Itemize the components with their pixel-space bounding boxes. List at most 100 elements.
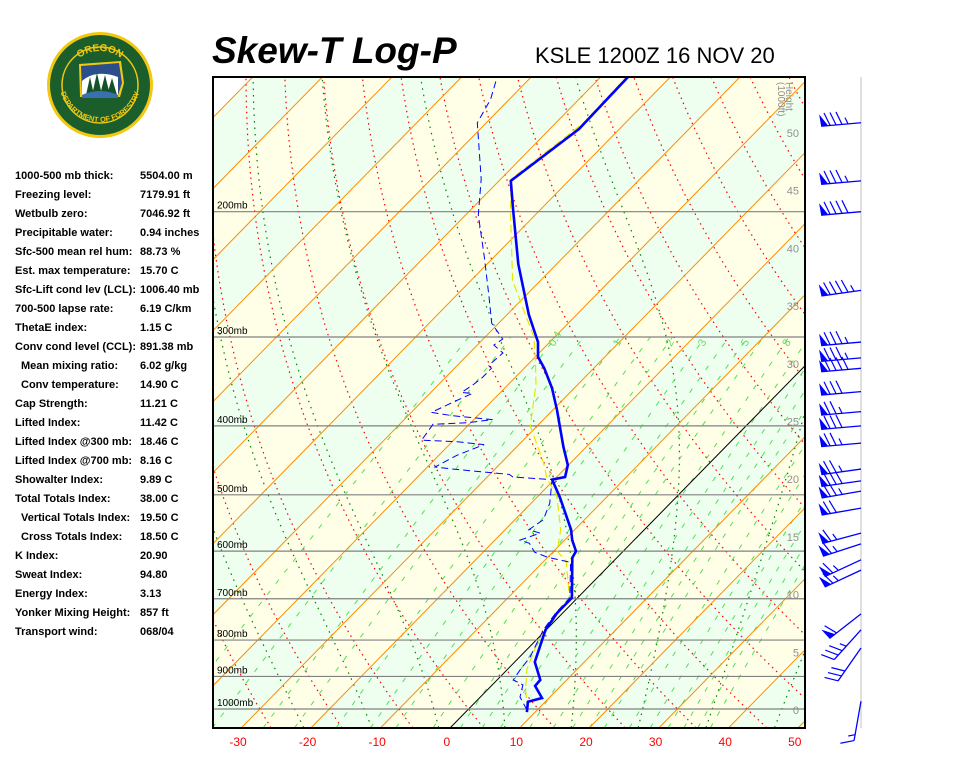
thermo-grid xyxy=(213,76,960,728)
height-tick-label: 30 xyxy=(787,359,799,371)
wind-barb xyxy=(840,701,862,744)
mixing-ratio-line xyxy=(649,473,805,728)
stat-label: Yonker Mixing Height: xyxy=(15,607,131,619)
pressure-label: 200mb xyxy=(217,201,248,212)
height-tick-label: 45 xyxy=(787,186,799,198)
stat-label: Conv cond level (CCL): xyxy=(15,341,137,353)
stat-label: Total Totals Index: xyxy=(15,493,111,505)
wind-barb xyxy=(818,559,862,578)
temperature-tick-label: 0 xyxy=(443,735,450,749)
pressure-label: 900mb xyxy=(217,665,248,676)
dry-adiabat xyxy=(322,77,626,728)
stat-value: 18.46 C xyxy=(140,436,179,448)
isotherm xyxy=(213,77,741,616)
isotherm xyxy=(658,578,805,728)
dry-adiabat xyxy=(866,76,960,728)
height-axis-title: Height xyxy=(783,82,794,111)
svg-text:OREGON: OREGON xyxy=(75,43,125,61)
mixing-ratio-line xyxy=(262,336,557,728)
moist-adiabat xyxy=(575,78,681,728)
dry-adiabat xyxy=(905,76,960,728)
wind-barb xyxy=(819,200,862,216)
wind-barb xyxy=(821,629,862,661)
wind-barb xyxy=(821,613,862,640)
stat-label: Wetbulb zero: xyxy=(15,208,88,220)
height-tick-label: 35 xyxy=(787,301,799,313)
wind-barb xyxy=(818,500,862,516)
stat-label: Sweat Index: xyxy=(15,569,83,581)
wind-barb xyxy=(819,356,862,373)
mixing-ratio-line xyxy=(572,367,805,728)
logo-top-text: OREGON xyxy=(75,43,125,61)
wind-barb xyxy=(818,471,862,488)
mixing-ratio-label: 2 xyxy=(663,337,676,348)
pressure-label: 600mb xyxy=(217,540,248,551)
dry-adiabat xyxy=(245,77,485,728)
stat-value: 5504.00 m xyxy=(140,170,193,182)
height-tick-label: 40 xyxy=(787,243,799,255)
stat-value: 38.00 C xyxy=(140,493,179,505)
stat-label: Transport wind: xyxy=(15,626,98,638)
stat-label: Sfc-Lift cond lev (LCL): xyxy=(15,284,136,296)
isotherm xyxy=(213,77,324,190)
stat-label: Cap Strength: xyxy=(15,398,88,410)
wind-barbs xyxy=(818,111,862,744)
stat-label: ThetaE index: xyxy=(15,322,88,334)
stat-value: 11.21 C xyxy=(140,398,178,410)
stat-value: 1006.40 mb xyxy=(140,284,200,296)
mixing-ratio-line xyxy=(294,336,585,728)
page-title: Skew-T Log-P xyxy=(212,30,457,71)
temperature-band xyxy=(213,81,805,728)
wind-barb xyxy=(819,401,862,416)
wind-barb xyxy=(819,346,862,363)
stat-value: 0.94 inches xyxy=(140,227,200,239)
stat-label: 700-500 lapse rate: xyxy=(15,303,114,315)
temperature-tick-label: 30 xyxy=(649,735,663,749)
axis-labels: 1000mb 900mb 800mb 700mb 600mb 500mb 400mb 300m… xyxy=(217,82,802,749)
mixing-ratio-label: 3 xyxy=(696,337,709,348)
moist-adiabat xyxy=(773,649,805,728)
temperature-tick-label: 10 xyxy=(510,735,524,749)
stat-label: Lifted Index @700 mb: xyxy=(15,455,133,467)
mixing-ratio-line xyxy=(683,523,805,728)
wind-barb xyxy=(819,380,862,396)
wind-barb xyxy=(818,483,862,499)
height-axis-unit: (1000ft) xyxy=(775,82,786,116)
height-tick-label: 5 xyxy=(793,647,799,659)
dry-adiabat xyxy=(213,464,343,728)
stat-label: Mean mixing ratio: xyxy=(21,360,119,372)
temperature-tick-label: -20 xyxy=(299,735,317,749)
mixing-ratio-line xyxy=(709,563,805,728)
mixing-ratio-line xyxy=(589,389,805,728)
stat-value: 891.38 mb xyxy=(140,341,194,353)
pressure-label: 500mb xyxy=(217,484,248,495)
dry-adiabat xyxy=(439,77,805,700)
isotherm xyxy=(213,77,602,474)
temperature-band xyxy=(213,77,805,686)
isotherm xyxy=(213,77,463,332)
mixing-ratio-line xyxy=(697,544,805,728)
wind-barb xyxy=(818,460,862,476)
stat-label: Freezing level: xyxy=(15,189,92,201)
mixing-ratio-label: 5 xyxy=(739,337,752,348)
wind-barb xyxy=(824,647,862,682)
station-time: KSLE 1200Z 16 NOV 20 xyxy=(535,43,775,68)
moist-adiabat xyxy=(213,294,373,728)
stat-value: 94.80 xyxy=(140,569,168,581)
stat-label: Lifted Index @300 mb: xyxy=(15,436,133,448)
stat-value: 7046.92 ft xyxy=(140,208,191,220)
dry-adiabat xyxy=(284,77,555,728)
height-tick-label: 25 xyxy=(787,417,799,429)
temperature-tick-label: -30 xyxy=(229,735,247,749)
mixing-ratio-label: 1 xyxy=(611,337,624,348)
stat-value: 6.02 g/kg xyxy=(140,360,188,372)
stat-value: 7179.91 ft xyxy=(140,189,191,201)
wind-barb xyxy=(819,330,862,347)
wind-barb xyxy=(819,169,862,185)
temperature-tick-label: 40 xyxy=(719,735,733,749)
mixing-ratio-line xyxy=(395,336,674,728)
isotherm xyxy=(213,77,532,403)
stat-label: Cross Totals Index: xyxy=(21,531,123,543)
stat-value: 19.50 C xyxy=(140,512,179,524)
stat-value: 88.73 % xyxy=(140,246,181,258)
